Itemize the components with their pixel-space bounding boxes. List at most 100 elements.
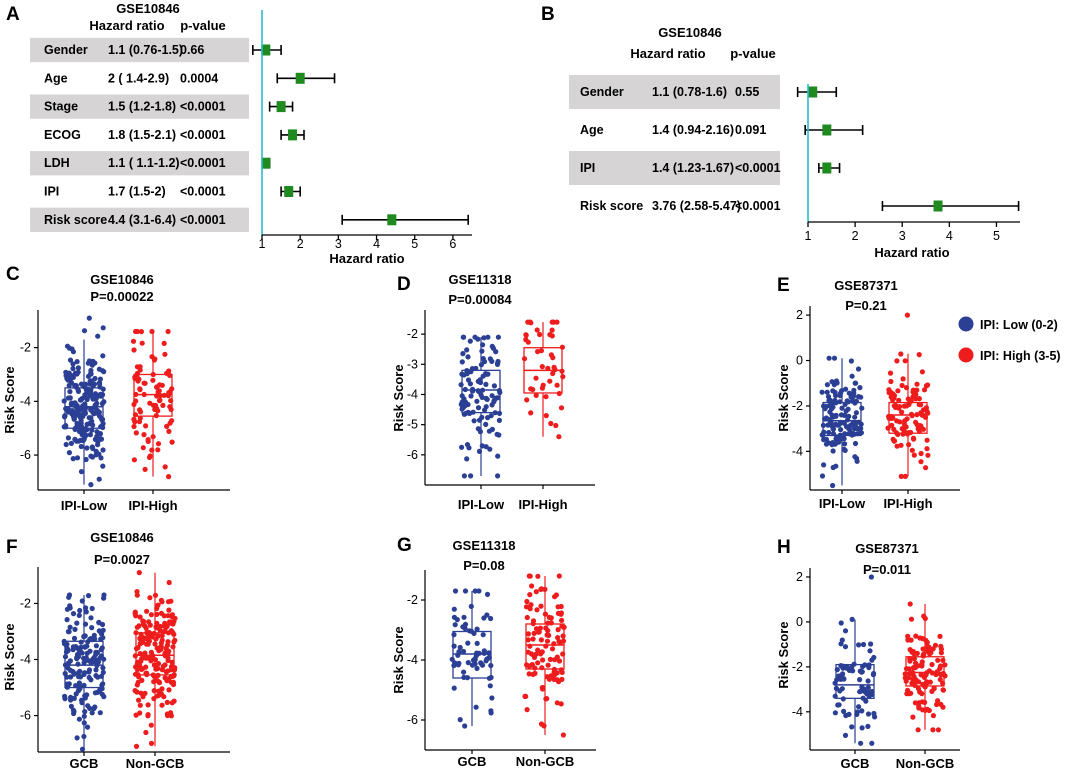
panel-label-D: D xyxy=(397,274,411,295)
forest-row-risk-score: Risk score 3.76 (2.58-5.47)<0.0001 xyxy=(580,199,1020,213)
data-point xyxy=(145,713,151,719)
data-point xyxy=(554,382,560,388)
data-point xyxy=(903,385,910,391)
data-point xyxy=(558,405,565,411)
data-point xyxy=(890,436,896,442)
data-point xyxy=(460,648,467,655)
data-point xyxy=(143,625,149,631)
row-name: Gender xyxy=(44,43,88,57)
data-point xyxy=(157,623,163,630)
data-point xyxy=(76,428,83,435)
data-point xyxy=(77,668,83,674)
data-point xyxy=(539,364,545,370)
data-point xyxy=(147,622,153,628)
data-point xyxy=(546,614,552,621)
panel-label-B: B xyxy=(541,4,555,25)
col-header-p-value: p-value xyxy=(730,46,776,61)
series-ipi-low: IPI-Low xyxy=(819,355,866,511)
data-point xyxy=(488,710,494,716)
row-name: Gender xyxy=(580,85,624,99)
data-point xyxy=(96,628,102,634)
data-point xyxy=(84,650,90,656)
data-point xyxy=(824,389,830,395)
data-point xyxy=(79,746,86,752)
y-tick-label: -2 xyxy=(20,596,31,610)
data-point xyxy=(551,676,557,683)
y-tick-label: -4 xyxy=(20,653,31,667)
data-point xyxy=(459,444,465,450)
data-point xyxy=(81,682,87,688)
data-point xyxy=(166,428,172,434)
data-point xyxy=(72,383,78,389)
x-axis-title: Hazard ratio xyxy=(329,251,404,266)
data-point xyxy=(74,656,80,662)
data-point xyxy=(534,327,540,333)
data-point xyxy=(865,723,871,730)
data-point xyxy=(137,641,143,647)
row-hr-ci: 1.5 (1.2-1.8) xyxy=(108,100,176,114)
x-tick-label: 6 xyxy=(449,237,456,251)
row-p-value: <0.0001 xyxy=(180,100,226,114)
data-point xyxy=(476,588,482,594)
data-point xyxy=(167,404,173,410)
y-tick-label: 0 xyxy=(796,354,803,368)
data-point xyxy=(465,640,471,646)
data-point xyxy=(843,712,849,719)
data-point xyxy=(828,406,835,412)
data-point xyxy=(464,442,471,448)
data-point xyxy=(832,397,838,403)
data-point xyxy=(919,635,926,642)
data-point xyxy=(83,456,89,463)
legend-item-0: IPI: Low (0-2) xyxy=(958,316,1058,332)
data-point xyxy=(154,611,160,618)
data-point xyxy=(902,418,908,424)
data-point xyxy=(71,695,77,702)
data-point xyxy=(489,343,495,349)
hr-marker xyxy=(822,162,832,174)
row-p-value: <0.0001 xyxy=(735,161,781,175)
data-point xyxy=(160,402,166,408)
series-non-gcb: Non-GCB xyxy=(516,573,574,769)
data-point xyxy=(92,690,98,696)
data-point xyxy=(489,402,495,408)
data-point xyxy=(819,389,825,395)
data-point xyxy=(837,393,843,399)
box-iqr xyxy=(135,632,175,676)
data-point xyxy=(139,677,145,684)
data-point xyxy=(921,613,927,619)
data-point xyxy=(910,714,916,720)
data-point xyxy=(528,320,534,326)
y-axis-title: Risk Score xyxy=(2,623,17,690)
data-point xyxy=(848,394,854,400)
box-title-G: GSE11318 xyxy=(453,538,516,553)
data-point xyxy=(66,592,73,598)
data-point xyxy=(531,653,537,659)
data-point xyxy=(139,340,145,346)
y-tick-label: -4 xyxy=(792,705,803,719)
row-name: ECOG xyxy=(44,128,81,142)
data-point xyxy=(80,437,86,444)
series-ipi-low: IPI-Low xyxy=(61,315,108,513)
p-value-F: P=0.0027 xyxy=(94,552,150,567)
data-point xyxy=(479,394,485,400)
data-point xyxy=(868,574,875,580)
data-point xyxy=(908,637,914,643)
data-point xyxy=(464,347,470,353)
data-point xyxy=(155,447,161,453)
box-iqr xyxy=(461,369,501,414)
data-point xyxy=(161,623,167,629)
data-point xyxy=(842,732,849,739)
data-point xyxy=(535,660,541,666)
data-point xyxy=(524,707,530,713)
y-tick-label: -4 xyxy=(20,394,31,408)
box-iqr xyxy=(525,623,565,670)
data-point xyxy=(899,382,905,389)
data-point xyxy=(475,405,482,411)
y-tick-label: -6 xyxy=(20,709,31,723)
box-panel-G: G GSE11318 P=0.08 -2 -4 -6 Risk Score GCB Non-GC… xyxy=(391,535,596,769)
data-point xyxy=(889,422,895,428)
y-axis-title: Risk Score xyxy=(391,364,406,431)
data-point xyxy=(81,655,87,662)
col-header-p-value: p-value xyxy=(180,18,226,33)
data-point xyxy=(537,625,544,631)
